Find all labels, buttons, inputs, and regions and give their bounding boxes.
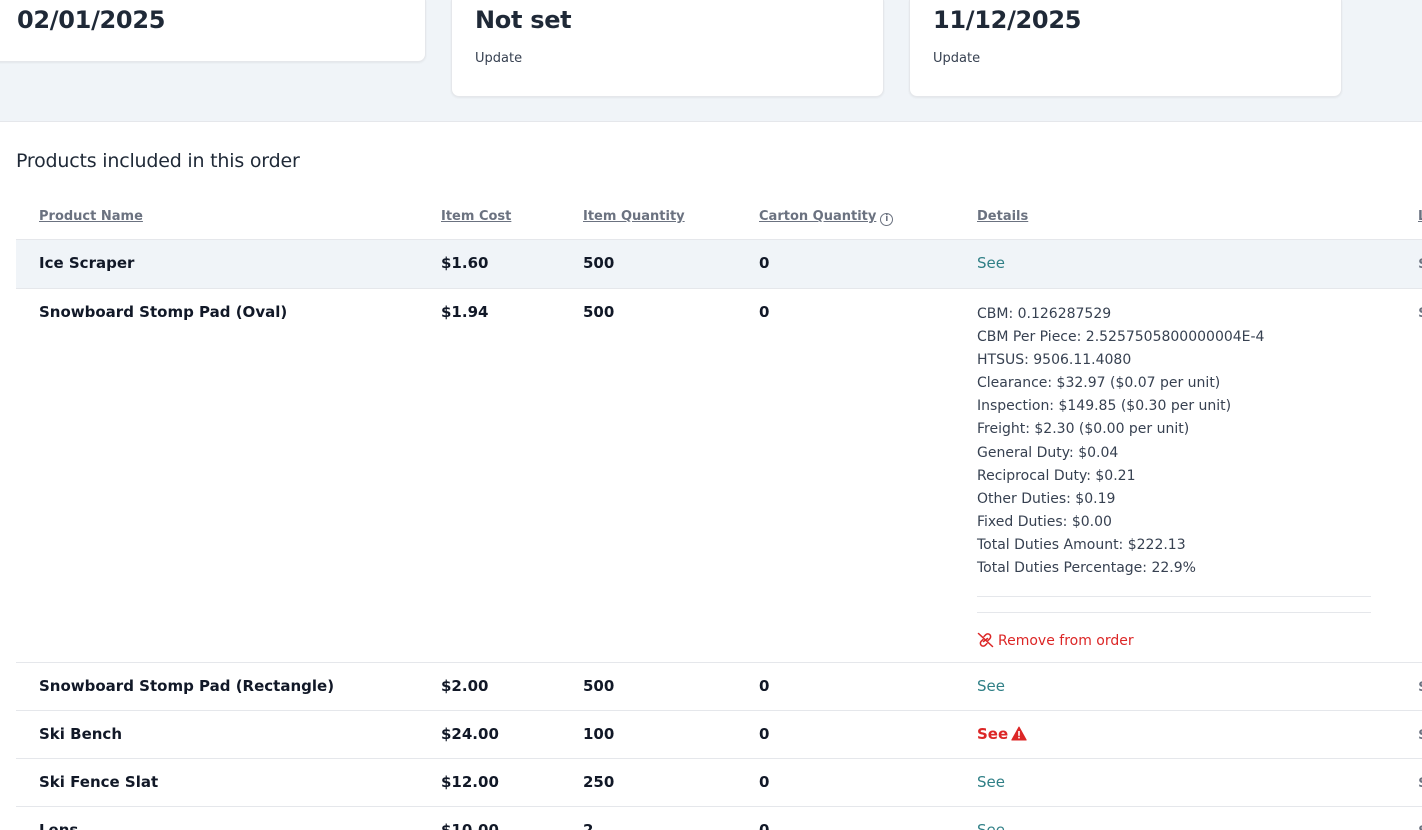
table-header: Product Name Item Cost Item Quantity Car… <box>16 196 1422 240</box>
last-column-value: $ <box>1418 303 1422 321</box>
header-details[interactable]: Details <box>977 209 1029 224</box>
detail-clearance: Clearance: $32.97 ($0.07 per unit) <box>977 375 1221 392</box>
carton-quantity: 0 <box>759 725 770 743</box>
divider <box>977 612 1371 614</box>
see-details-link[interactable]: See <box>977 677 1005 695</box>
header-carton-quantity-label[interactable]: Carton Quantity <box>759 209 877 224</box>
carton-quantity: 0 <box>759 773 770 791</box>
detail-cbm: CBM: 0.126287529 <box>977 306 1112 322</box>
item-quantity: 500 <box>583 254 615 272</box>
table-row: Ski Bench $24.00 100 0 See $ <box>16 711 1422 759</box>
card-value: Not set <box>475 6 572 34</box>
header-product-name[interactable]: Product Name <box>39 209 143 224</box>
header-last[interactable]: L <box>1418 209 1422 224</box>
table-row: Snowboard Stomp Pad (Rectangle) $2.00 50… <box>16 663 1422 711</box>
detail-cbm-per-piece: CBM Per Piece: 2.5257505800000004E-4 <box>977 329 1265 346</box>
detail-total-duties-amount: Total Duties Amount: $222.13 <box>977 536 1186 553</box>
warning-triangle-icon <box>1011 726 1027 741</box>
see-details-link[interactable]: See <box>977 773 1005 791</box>
see-details-link[interactable]: See <box>977 821 1005 830</box>
table-row: Lens $10.00 2 0 See $ <box>16 807 1422 830</box>
update-link[interactable]: Update <box>475 51 523 66</box>
product-name: Ski Bench <box>39 725 122 743</box>
section-title: Products included in this order <box>16 150 300 172</box>
item-cost: $10.00 <box>441 821 499 830</box>
header-carton-quantity[interactable]: Carton Quantity i <box>759 209 894 226</box>
table-row: Ski Fence Slat $12.00 250 0 See $ <box>16 759 1422 807</box>
table-row-expanded: Snowboard Stomp Pad (Oval) $1.94 500 0 C… <box>16 289 1422 663</box>
remove-from-order-label[interactable]: Remove from order <box>998 633 1134 650</box>
item-quantity: 500 <box>583 303 615 321</box>
detail-inspection: Inspection: $149.85 ($0.30 per unit) <box>977 398 1232 415</box>
remove-row: Remove from order <box>977 630 1371 649</box>
item-quantity: 250 <box>583 773 615 791</box>
detail-fixed-duties: Fixed Duties: $0.00 <box>977 513 1112 530</box>
see-details-link[interactable]: See <box>977 254 1005 272</box>
item-cost: $2.00 <box>441 677 489 695</box>
carton-quantity: 0 <box>759 254 770 272</box>
carton-quantity: 0 <box>759 303 770 321</box>
header-item-quantity[interactable]: Item Quantity <box>583 209 685 224</box>
detail-freight: Freight: $2.30 ($0.00 per unit) <box>977 421 1190 438</box>
product-name: Ice Scraper <box>39 254 135 272</box>
update-link[interactable]: Update <box>933 51 981 66</box>
item-cost: $1.60 <box>441 254 489 272</box>
detail-total-duties-percentage: Total Duties Percentage: 22.9% <box>977 560 1196 577</box>
see-details-label[interactable]: See <box>977 725 1009 743</box>
unlink-icon <box>977 632 994 648</box>
last-column-value: $ <box>1418 773 1422 791</box>
last-column-value: $ <box>1418 677 1422 695</box>
table-row: Ice Scraper $1.60 500 0 See $ <box>16 240 1422 289</box>
last-column-value: $ <box>1418 254 1422 272</box>
header-item-cost[interactable]: Item Cost <box>441 209 512 224</box>
info-circle-icon[interactable]: i <box>880 213 894 226</box>
item-cost: $12.00 <box>441 773 499 791</box>
carton-quantity: 0 <box>759 821 770 830</box>
item-cost: $24.00 <box>441 725 499 743</box>
last-column-value: $ <box>1418 821 1422 830</box>
item-quantity: 2 <box>583 821 594 830</box>
summary-band: 02/01/2025 Not set Update 11/12/2025 Upd… <box>0 0 1422 122</box>
details-panel: CBM: 0.126287529 CBM Per Piece: 2.525750… <box>977 303 1371 649</box>
detail-htsus: HTSUS: 9506.11.4080 <box>977 352 1132 369</box>
card-value: 02/01/2025 <box>17 6 166 34</box>
product-name: Ski Fence Slat <box>39 773 159 791</box>
date-card-3: 11/12/2025 Update <box>909 0 1342 97</box>
carton-quantity: 0 <box>759 677 770 695</box>
product-name: Snowboard Stomp Pad (Oval) <box>39 303 288 321</box>
date-card-2: Not set Update <box>451 0 884 97</box>
item-cost: $1.94 <box>441 303 489 321</box>
product-name: Lens <box>39 821 79 830</box>
detail-other-duties: Other Duties: $0.19 <box>977 490 1116 507</box>
detail-reciprocal-duty: Reciprocal Duty: $0.21 <box>977 467 1136 484</box>
see-details-warning-link[interactable]: See <box>977 725 1027 743</box>
last-column-value: $ <box>1418 725 1422 743</box>
divider <box>977 596 1371 598</box>
card-value: 11/12/2025 <box>933 6 1082 34</box>
item-quantity: 500 <box>583 677 615 695</box>
product-name: Snowboard Stomp Pad (Rectangle) <box>39 677 335 695</box>
remove-from-order-button[interactable]: Remove from order <box>977 632 1134 649</box>
detail-general-duty: General Duty: $0.04 <box>977 444 1119 461</box>
item-quantity: 100 <box>583 725 615 743</box>
date-card-1: 02/01/2025 <box>0 0 426 62</box>
